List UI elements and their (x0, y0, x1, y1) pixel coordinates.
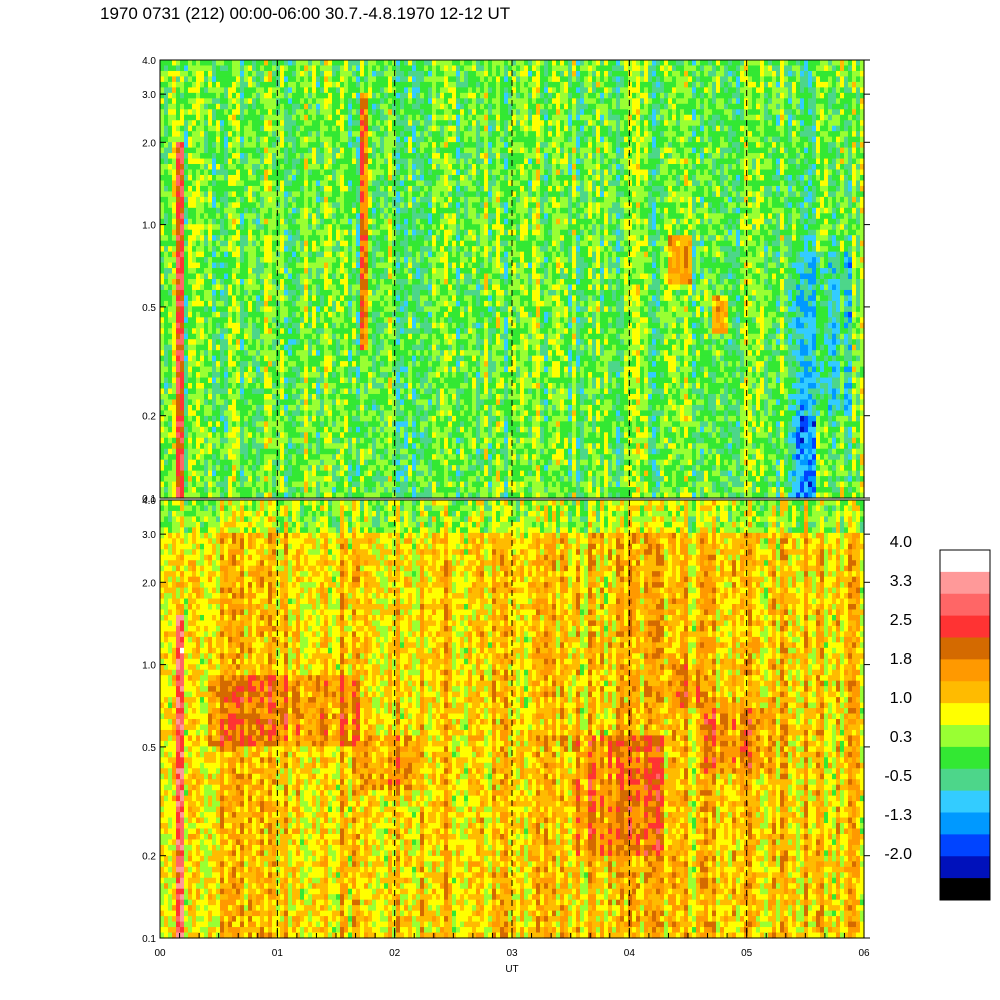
x-tick-label: 01 (272, 948, 284, 959)
colorbar-swatch (940, 834, 990, 857)
colorbar-label: 0.3 (890, 729, 912, 746)
colorbar-swatch (940, 550, 990, 573)
colorbar-swatch (940, 790, 990, 813)
y-tick-label: 3.0 (142, 530, 156, 541)
chart-title: 1970 0731 (212) 00:00-06:00 30.7.-4.8.19… (100, 4, 510, 24)
y-tick-label: 3.0 (142, 90, 156, 101)
colorbar-label: -0.5 (884, 768, 912, 785)
colorbar-frame (939, 549, 991, 901)
y-tick-label: 4.0 (142, 56, 156, 67)
y-tick-label: 1.0 (142, 661, 156, 672)
spectrogram-panel-upper (160, 60, 865, 499)
colorbar-label: -1.3 (884, 807, 912, 824)
colorbar-swatch (940, 637, 990, 660)
x-tick-label: 00 (154, 948, 166, 959)
x-tick-label: 04 (624, 948, 636, 959)
colorbar-swatch (940, 878, 990, 901)
y-tick-label: 1.0 (142, 221, 156, 232)
y-tick-label: 0.2 (142, 852, 156, 863)
colorbar-swatch (940, 725, 990, 748)
colorbar-label: -2.0 (884, 846, 912, 863)
colorbar-legend: 4.0 3.3 2.5 1.8 1.0 0.3 -0.5 -1.3 -2.0 (884, 534, 991, 901)
y-tick-label: 0.5 (142, 303, 156, 314)
colorbar-swatch (940, 856, 990, 879)
y-tick-label: 4.0 (142, 496, 156, 507)
colorbar-swatch (940, 681, 990, 704)
colorbar-label: 4.0 (890, 534, 912, 551)
x-tick-label: 06 (858, 948, 870, 959)
colorbar-label: 1.0 (890, 690, 912, 707)
colorbar-label: 1.8 (890, 651, 912, 668)
colorbar-swatch (940, 593, 990, 617)
colorbar-swatch (940, 768, 990, 792)
y-tick-label: 0.2 (142, 412, 156, 423)
y-tick-label: 2.0 (142, 578, 156, 589)
y-tick-label: 0.1 (142, 494, 156, 505)
colorbar-swatch (940, 571, 990, 595)
x-tick-label: 03 (506, 948, 518, 959)
colorbar-label: 2.5 (890, 612, 912, 629)
colorbar-swatch (940, 746, 990, 770)
y-tick-label: 0.1 (142, 934, 156, 945)
x-tick-label: 05 (741, 948, 753, 959)
colorbar-swatch (940, 615, 990, 638)
spectrogram-panel-lower (160, 500, 865, 939)
x-axis-label: UT (505, 964, 518, 975)
colorbar-swatch (940, 812, 990, 835)
y-tick-label: 0.5 (142, 743, 156, 754)
colorbar-label: 3.3 (890, 573, 912, 590)
y-tick-label: 2.0 (142, 138, 156, 149)
colorbar-swatch (940, 659, 990, 682)
panel-frame (159, 59, 865, 499)
x-tick-label: 02 (389, 948, 401, 959)
colorbar-swatch (940, 703, 990, 726)
